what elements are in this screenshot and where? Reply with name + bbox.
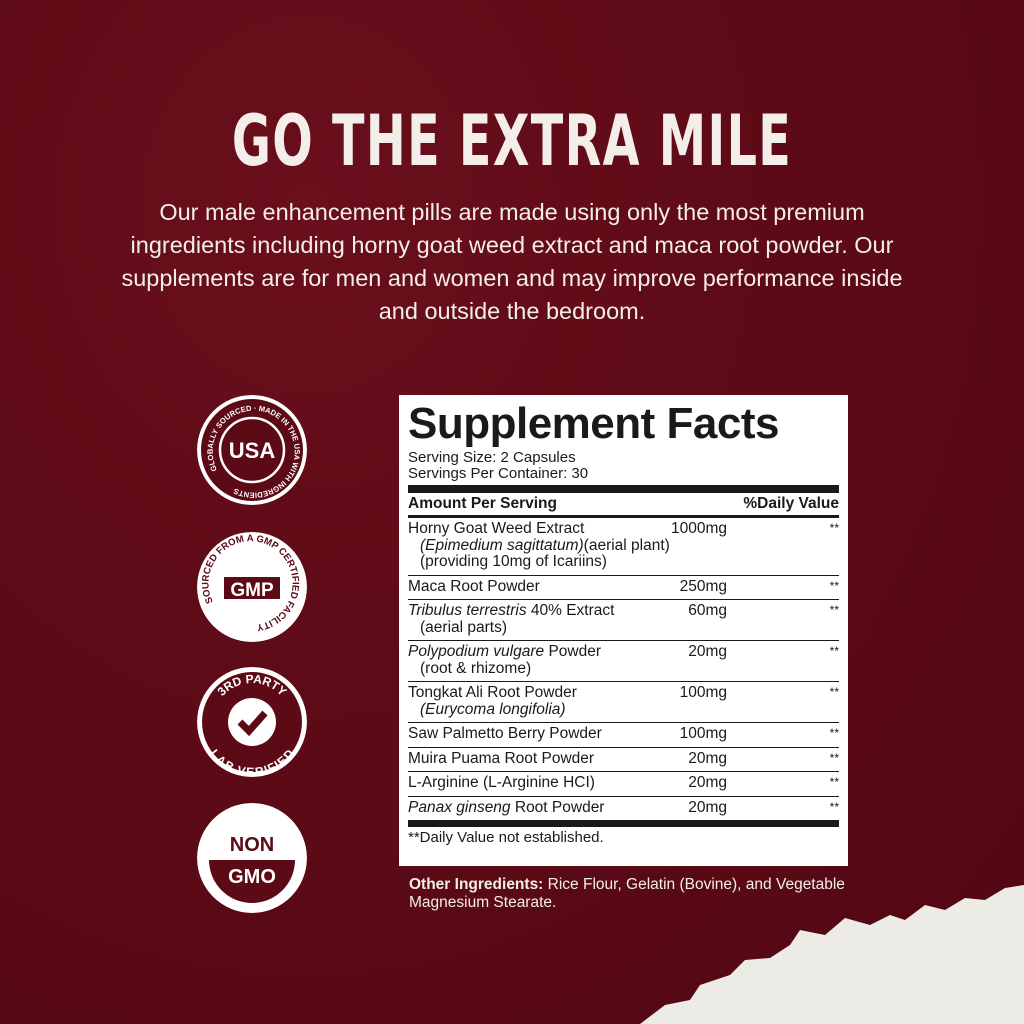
ingredient-text: Horny Goat Weed Extract xyxy=(408,520,585,537)
ingredient-text: (aerial parts) xyxy=(420,618,507,636)
dv-header: %Daily Value xyxy=(743,495,839,512)
ingredient-row: Maca Root Powder 250mg ** xyxy=(408,576,839,600)
divider xyxy=(408,820,839,827)
ingredient-dv: ** xyxy=(829,799,839,814)
ingredient-row: Horny Goat Weed Extract (Epimedium sagitt… xyxy=(408,518,839,576)
ingredient-row: Tribulus terrestris 40% Extract (aerial p… xyxy=(408,600,839,641)
ingredient-name-line: Tongkat Ali Root Powder xyxy=(408,684,839,702)
svg-text:GMP: GMP xyxy=(230,580,274,601)
other-text: Rice Flour, Gelatin (Bovine), and Vegeta… xyxy=(409,876,845,911)
ingredient-name-line: Saw Palmetto Berry Powder xyxy=(408,725,839,743)
supplement-facts-label: Supplement Facts Serving Size: 2 Capsule… xyxy=(399,395,848,866)
ingredient-row: Tongkat Ali Root Powder (Eurycoma longifo… xyxy=(408,682,839,723)
svg-text:GMO: GMO xyxy=(228,866,276,888)
ingredient-amount: 100mg xyxy=(679,725,727,742)
amount-header: Amount Per Serving xyxy=(408,495,557,512)
ingredient-text: (Eurycoma longifolia) xyxy=(420,700,566,718)
ingredient-amount: 20mg xyxy=(688,798,727,816)
ingredient-amount: 20mg xyxy=(688,749,727,767)
ingredient-name-line: (aerial parts) xyxy=(408,618,839,637)
ingredient-row: Polypodium vulgare Powder (root & rhizome… xyxy=(408,641,839,682)
ingredient-text: (aerial plant) xyxy=(583,536,670,554)
page-title: GO THE EXTRA MILE xyxy=(231,100,793,182)
ingredient-name-line: Panax ginseng Root Powder xyxy=(408,798,839,817)
ingredient-name-line: (Eurycoma longifolia) xyxy=(408,700,839,719)
ingredient-text: Root Powder xyxy=(510,798,605,816)
ingredient-name-line: Maca Root Powder xyxy=(408,577,839,596)
ingredient-dv: ** xyxy=(829,775,839,789)
ingredient-text: (root & rhizome) xyxy=(420,659,532,677)
ingredient-amount: 20mg xyxy=(688,643,727,660)
divider xyxy=(408,485,839,493)
facts-title: Supplement Facts xyxy=(408,399,779,448)
ingredient-amount: 60mg xyxy=(688,602,727,619)
ingredient-dv: ** xyxy=(829,685,839,699)
made-in-usa-badge-icon: GLOBALLY SOURCED · MADE IN THE USA WITH … xyxy=(197,395,307,505)
ingredient-name-line: Polypodium vulgare Powder xyxy=(408,643,839,661)
ingredient-amount: 1000mg xyxy=(670,520,727,537)
ingredient-amount: 250mg xyxy=(679,577,727,595)
ingredient-text: Polypodium vulgare xyxy=(408,643,545,660)
ingredient-text: L-Arginine (L-Arginine HCI) xyxy=(408,774,595,791)
ingredient-dv: ** xyxy=(829,578,839,593)
facts-header: Amount Per Serving %Daily Value xyxy=(408,493,839,518)
ingredient-name-line: (Epimedium sagittatum)(aerial plant) xyxy=(408,536,839,555)
ingredient-row: Muira Puama Root Powder 20mg ** xyxy=(408,748,839,772)
ingredient-dv: ** xyxy=(829,603,839,617)
ingredient-row: Panax ginseng Root Powder 20mg ** xyxy=(408,797,839,821)
ingredient-text: (providing 10mg of Icariins) xyxy=(420,553,607,570)
svg-text:USA: USA xyxy=(229,438,276,463)
serving-size: Serving Size: 2 Capsules xyxy=(408,449,576,466)
ingredient-text: (Epimedium sagittatum) xyxy=(420,536,584,554)
ingredient-name-line: (root & rhizome) xyxy=(408,659,839,678)
ingredient-name-line: L-Arginine (L-Arginine HCI) xyxy=(408,774,839,792)
ingredient-text: Maca Root Powder xyxy=(408,577,540,595)
ingredient-text: Muira Puama Root Powder xyxy=(408,749,595,767)
svg-text:NON: NON xyxy=(230,834,274,856)
ingredient-name-line: (providing 10mg of Icariins) xyxy=(408,553,839,571)
ingredient-text: Tongkat Ali Root Powder xyxy=(408,684,577,701)
ingredient-dv: ** xyxy=(829,750,839,765)
ingredient-text: Tribulus terrestris xyxy=(408,602,527,619)
servings-per-container: Servings Per Container: 30 xyxy=(408,465,589,482)
other-label: Other Ingredients: xyxy=(409,876,544,893)
ingredient-text: Powder xyxy=(544,643,602,660)
gmp-badge-icon: SOURCED FROM A GMP CERTIFIED FACILITY GM… xyxy=(197,532,307,642)
ingredient-text: 40% Extract xyxy=(526,602,615,619)
ingredient-text: Saw Palmetto Berry Powder xyxy=(408,725,602,742)
ingredient-name-line: Horny Goat Weed Extract xyxy=(408,520,839,538)
ingredient-dv: ** xyxy=(829,726,839,740)
non-gmo-badge-icon: NON GMO xyxy=(197,803,307,913)
ingredient-row: Saw Palmetto Berry Powder 100mg ** xyxy=(408,723,839,748)
other-ingredients: Other Ingredients: Rice Flour, Gelatin (… xyxy=(409,876,849,912)
ingredient-dv: ** xyxy=(829,521,839,535)
ingredient-name-line: Muira Puama Root Powder xyxy=(408,749,839,768)
ingredient-name-line: Tribulus terrestris 40% Extract xyxy=(408,602,839,620)
ingredient-rows: Horny Goat Weed Extract (Epimedium sagitt… xyxy=(408,518,839,820)
ingredient-amount: 100mg xyxy=(679,684,727,701)
description: Our male enhancement pills are made usin… xyxy=(121,199,903,324)
ingredient-dv: ** xyxy=(829,644,839,658)
ingredient-amount: 20mg xyxy=(688,774,727,791)
footnote: **Daily Value not established. xyxy=(408,829,604,846)
ingredient-text: Panax ginseng xyxy=(408,798,511,816)
lab-verified-badge-icon: 3RD PARTY LAB VERIFIED xyxy=(197,667,307,777)
ingredient-row: L-Arginine (L-Arginine HCI) 20mg ** xyxy=(408,772,839,797)
